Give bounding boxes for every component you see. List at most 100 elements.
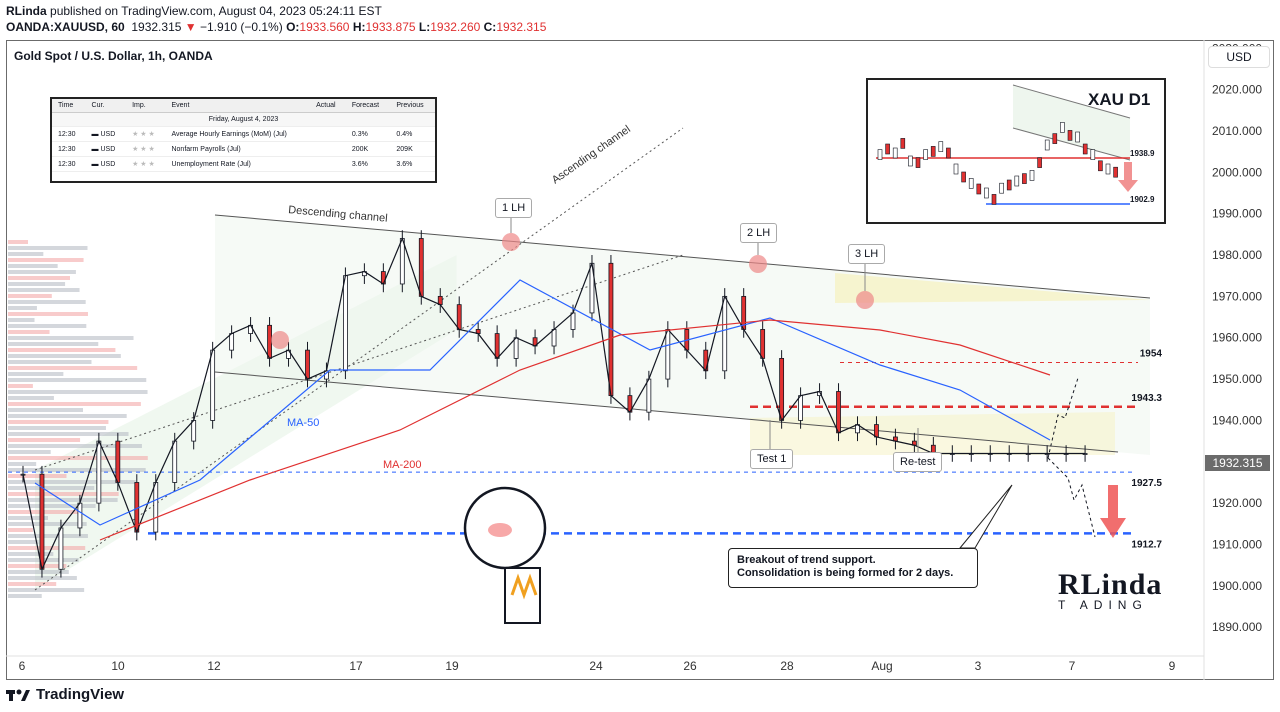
candle	[96, 440, 102, 504]
volume-profile-bar	[8, 552, 54, 556]
volume-profile-bar	[8, 336, 134, 340]
label-lh1: 1 LH	[495, 198, 533, 218]
x-tick-label: 26	[683, 659, 697, 673]
ma200-line	[99, 319, 1051, 541]
inset-candle	[991, 194, 997, 205]
calendar-header-2: Imp.	[126, 99, 166, 113]
volume-profile-bar	[8, 570, 69, 574]
y-tick-label: 1900.000	[1212, 579, 1262, 593]
inset-candle	[999, 182, 1004, 194]
candle	[570, 312, 576, 330]
price-line	[22, 236, 1086, 572]
y-tick-label: 1920.000	[1212, 496, 1262, 510]
table-row: 12:30 ▬ USD ★ ★ ★ Average Hourly Earnings (…	[52, 126, 435, 142]
inset-candle	[1090, 149, 1096, 160]
table-row: 12:30 ▬ USD ★ ★ ★ Unemployment Rate (Jul) 3.…	[52, 156, 435, 172]
daily-inset-chart: XAU D1 1938.9 1902.9	[866, 78, 1166, 224]
inset-candle	[892, 147, 898, 159]
volume-profile-bar	[8, 342, 99, 346]
tradingview-logo-icon	[6, 688, 30, 702]
volume-profile-bar	[8, 492, 119, 496]
x-tick-label: Aug	[871, 659, 892, 673]
y-tick-label: 1940.000	[1212, 413, 1262, 427]
candle	[305, 349, 310, 380]
volume-profile-bar	[8, 414, 127, 418]
inset-candle	[1082, 143, 1088, 155]
inset-level-low-label: 1902.9	[1130, 195, 1155, 204]
level-label: 1943.3	[1131, 393, 1162, 404]
volume-profile-bar	[8, 504, 96, 508]
x-tick-label: 12	[207, 659, 221, 673]
calendar-header-6: Previous	[390, 99, 435, 113]
volume-profile-bar	[8, 444, 142, 448]
volume-profile-bar	[8, 462, 37, 466]
volume-profile-bar	[8, 456, 148, 460]
volume-profile-bar	[8, 282, 66, 286]
y-tick-label: 1890.000	[1212, 620, 1262, 634]
inset-channel-lower	[1012, 127, 1131, 161]
inset-candle	[938, 141, 944, 152]
x-tick-label: 7	[1069, 659, 1076, 673]
volume-profile-bar	[8, 264, 58, 268]
y-tick-label: 2000.000	[1212, 165, 1262, 179]
volume-profile-bar	[8, 276, 70, 280]
x-tick-label: 19	[445, 659, 459, 673]
label-test1: Test 1	[750, 449, 794, 469]
volume-profile-bar	[8, 420, 109, 424]
lower-high-marker	[271, 331, 289, 349]
candle	[494, 333, 500, 359]
mascot-cup-logo	[510, 573, 538, 600]
volume-profile-bar	[8, 294, 52, 298]
ma200-label: MA-200	[383, 459, 422, 471]
volume-profile-bar	[8, 240, 28, 244]
inset-candle	[1014, 175, 1020, 187]
label-lh2: 2 LH	[740, 223, 778, 243]
volume-profile-bar	[8, 516, 48, 520]
inset-candle	[900, 138, 906, 149]
volume-profile-bar	[8, 312, 88, 316]
volume-profile-bar	[8, 582, 57, 586]
callout-pointer	[958, 484, 1013, 549]
volume-profile-bar	[8, 408, 83, 412]
label-lh3: 3 LH	[848, 244, 886, 264]
candle	[874, 424, 879, 438]
publisher-line: RLinda published on TradingView.com, Aug…	[6, 4, 382, 18]
y-tick-label: 1980.000	[1212, 248, 1262, 262]
inset-candle	[930, 146, 936, 157]
candle	[779, 358, 785, 421]
candle	[722, 295, 728, 372]
y-tick-label: 1910.000	[1212, 537, 1262, 551]
volume-profile-bar	[8, 534, 88, 538]
x-tick-label: 6	[19, 659, 26, 673]
inset-arrow-icon	[1118, 162, 1138, 192]
inset-candle	[1105, 163, 1111, 175]
label-retest: Re-test	[893, 452, 943, 472]
volume-profile-bar	[8, 564, 67, 568]
inset-candle	[1022, 173, 1027, 184]
mascot-cup-icon	[504, 567, 541, 624]
volume-profile-bar	[8, 522, 87, 526]
volume-profile-bar	[8, 372, 64, 376]
y-tick-label: 1960.000	[1212, 331, 1262, 345]
current-price-tag: 1932.315	[1205, 455, 1270, 471]
inset-candle	[1029, 170, 1035, 181]
inset-channel-upper	[1012, 84, 1131, 119]
descending-channel-lower	[214, 371, 1119, 453]
volume-profile-bar	[8, 528, 33, 532]
inset-candle	[946, 147, 951, 159]
volume-profile-bar	[8, 498, 118, 502]
volume-profile-bar	[8, 288, 80, 292]
candle	[551, 329, 557, 347]
candle	[399, 238, 405, 285]
candle	[77, 502, 83, 529]
currency-selector[interactable]: USD	[1208, 46, 1270, 68]
x-tick-label: 10	[111, 659, 125, 673]
candle	[229, 333, 235, 351]
lower-high-marker	[502, 233, 520, 251]
inset-candle	[961, 171, 966, 183]
calendar-header-4: Actual	[310, 99, 346, 113]
volume-profile-bar	[8, 588, 85, 592]
candle	[115, 440, 121, 483]
y-tick-label: 1950.000	[1212, 372, 1262, 386]
volume-profile-bar	[8, 474, 67, 478]
